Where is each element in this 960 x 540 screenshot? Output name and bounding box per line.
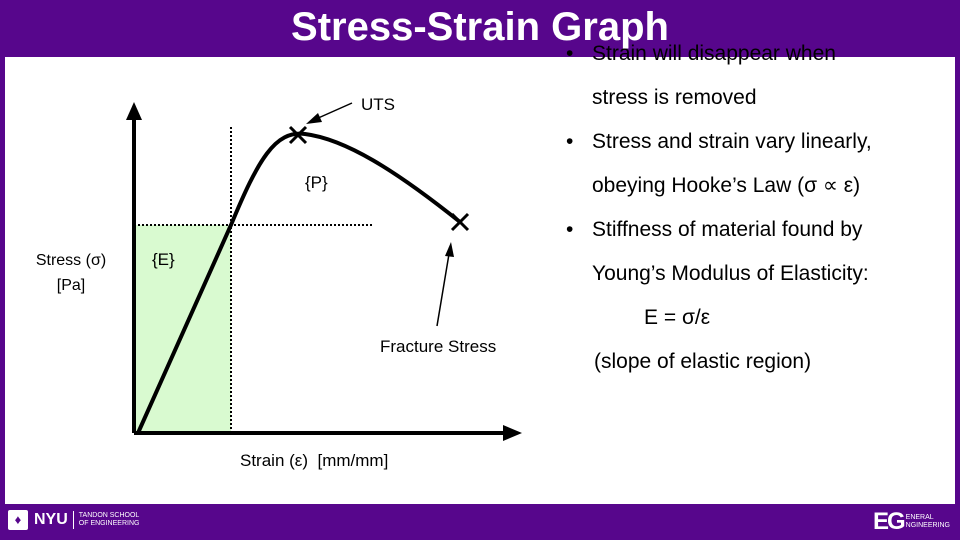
nyu-wordmark: NYU [34, 511, 68, 528]
fracture-stress-label: Fracture Stress [380, 337, 496, 356]
torch-icon: ♦ [8, 510, 28, 530]
eg-wordmark: EG [872, 508, 906, 535]
bullet-line: Strain will disappear when [592, 42, 836, 65]
eg-name-line: ENERAL [905, 514, 934, 521]
elastic-region-label: {E} [152, 250, 175, 269]
y-axis-arrowhead [126, 102, 142, 120]
fracture-pointer-line [436, 253, 450, 327]
uts-label: UTS [361, 95, 395, 114]
uts-marker-icon [288, 125, 308, 145]
plastic-region-label: {P} [305, 173, 328, 192]
bullet-line: Young’s Modulus of Elasticity: [592, 262, 869, 285]
bullet-dot-icon: • [566, 130, 574, 153]
general-engineering-logo: EG ENERAL NGINEERING [873, 509, 950, 535]
eg-name-line: NGINEERING [905, 522, 950, 529]
bullet-dot-icon: • [566, 42, 574, 65]
bullet-item: • Strain will disappear when stress is r… [566, 32, 946, 120]
stress-strain-curve [136, 131, 462, 434]
y-axis-label-line1: Stress (σ) [36, 252, 106, 269]
bullet-list: • Strain will disappear when stress is r… [566, 32, 946, 384]
slide-title: Stress-Strain Graph [291, 5, 669, 49]
bullet-dot-icon: • [566, 218, 574, 241]
school-name-line: OF ENGINEERING [78, 520, 140, 527]
logo-divider [72, 511, 74, 529]
x-axis-arrowhead [503, 425, 522, 441]
slope-note: (slope of elastic region) [594, 350, 812, 373]
school-name-line: TANDON SCHOOL [78, 512, 140, 519]
bullet-line: Stress and strain vary linearly, [592, 130, 872, 153]
uts-pointer-line [315, 102, 353, 120]
bullet-item: • Stress and strain vary linearly, obeyi… [566, 120, 946, 208]
youngs-modulus-equation: E = σ/ε [644, 306, 711, 329]
y-axis-label-line2: [Pa] [57, 277, 85, 294]
bullet-line: Stiffness of material found by [592, 218, 863, 241]
footer-bar [0, 504, 960, 540]
bullet-line: stress is removed [592, 86, 757, 109]
nyu-tandon-logo: ♦ NYU TANDON SCHOOL OF ENGINEERING [8, 510, 139, 530]
fracture-marker-icon [450, 212, 470, 232]
uts-pointer-arrowhead [306, 113, 322, 124]
x-axis-label: Strain (ε) [mm/mm] [240, 451, 388, 470]
bullet-line: obeying Hooke’s Law (σ ∝ ε) [592, 174, 861, 197]
fracture-pointer-arrowhead [445, 242, 454, 257]
bullet-item: • Stiffness of material found by Young’s… [566, 208, 946, 296]
